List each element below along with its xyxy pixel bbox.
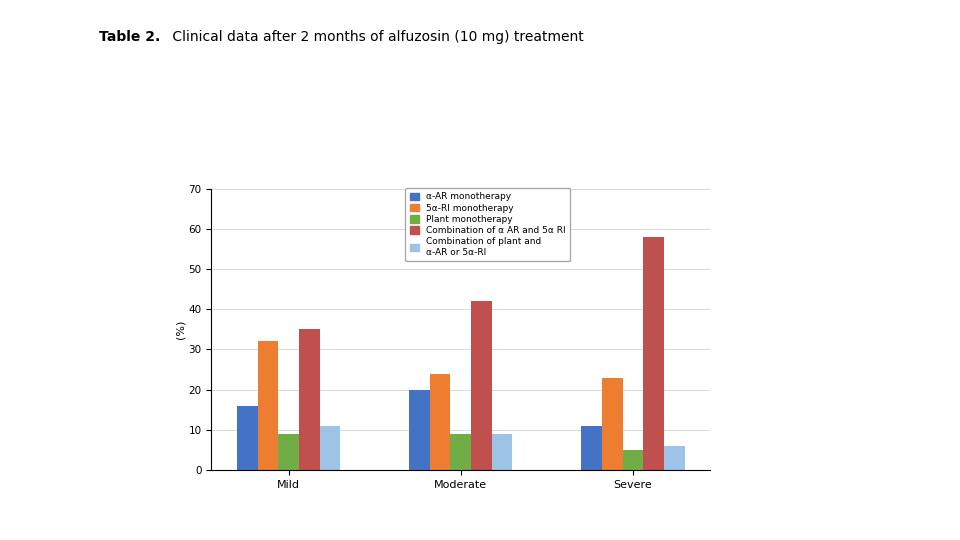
Text: International Neurourology Journal 2012;16:191–195: International Neurourology Journal 2012;…: [37, 132, 47, 408]
Bar: [320, 426, 340, 470]
Bar: [471, 301, 492, 470]
Text: Table 2.: Table 2.: [99, 30, 160, 44]
Bar: [278, 434, 299, 470]
Bar: [409, 389, 430, 470]
Bar: [602, 377, 623, 470]
Bar: [492, 434, 513, 470]
Legend: α-AR monotherapy, 5α-RI monotherapy, Plant monotherapy, Combination of α AR and : α-AR monotherapy, 5α-RI monotherapy, Pla…: [405, 188, 570, 261]
Bar: [430, 374, 450, 470]
Bar: [664, 446, 684, 470]
Text: Clinical data after 2 months of alfuzosin (10 mg) treatment: Clinical data after 2 months of alfuzosi…: [168, 30, 584, 44]
Y-axis label: (%): (%): [176, 320, 185, 339]
Bar: [623, 450, 643, 470]
Bar: [299, 329, 320, 470]
Bar: [643, 237, 664, 470]
Bar: [450, 434, 471, 470]
Bar: [257, 341, 278, 470]
Bar: [582, 426, 602, 470]
Bar: [237, 406, 257, 470]
